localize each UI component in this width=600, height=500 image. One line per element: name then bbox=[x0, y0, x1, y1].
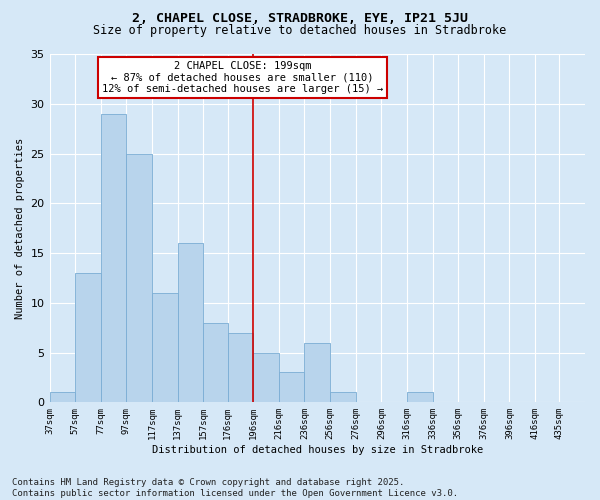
Bar bbox=[101, 114, 127, 403]
Bar bbox=[304, 342, 330, 402]
Y-axis label: Number of detached properties: Number of detached properties bbox=[15, 138, 25, 319]
Bar bbox=[178, 243, 203, 402]
Text: 2, CHAPEL CLOSE, STRADBROKE, EYE, IP21 5JU: 2, CHAPEL CLOSE, STRADBROKE, EYE, IP21 5… bbox=[132, 12, 468, 26]
Text: 2 CHAPEL CLOSE: 199sqm
← 87% of detached houses are smaller (110)
12% of semi-de: 2 CHAPEL CLOSE: 199sqm ← 87% of detached… bbox=[101, 61, 383, 94]
Bar bbox=[407, 392, 433, 402]
Bar bbox=[330, 392, 356, 402]
Bar bbox=[75, 273, 101, 402]
Bar bbox=[203, 322, 227, 402]
Bar bbox=[279, 372, 304, 402]
Bar bbox=[152, 293, 178, 403]
Text: Size of property relative to detached houses in Stradbroke: Size of property relative to detached ho… bbox=[94, 24, 506, 37]
Bar bbox=[50, 392, 75, 402]
Bar bbox=[253, 352, 279, 403]
X-axis label: Distribution of detached houses by size in Stradbroke: Distribution of detached houses by size … bbox=[152, 445, 483, 455]
Text: Contains HM Land Registry data © Crown copyright and database right 2025.
Contai: Contains HM Land Registry data © Crown c… bbox=[12, 478, 458, 498]
Bar bbox=[127, 154, 152, 402]
Bar bbox=[227, 332, 253, 402]
